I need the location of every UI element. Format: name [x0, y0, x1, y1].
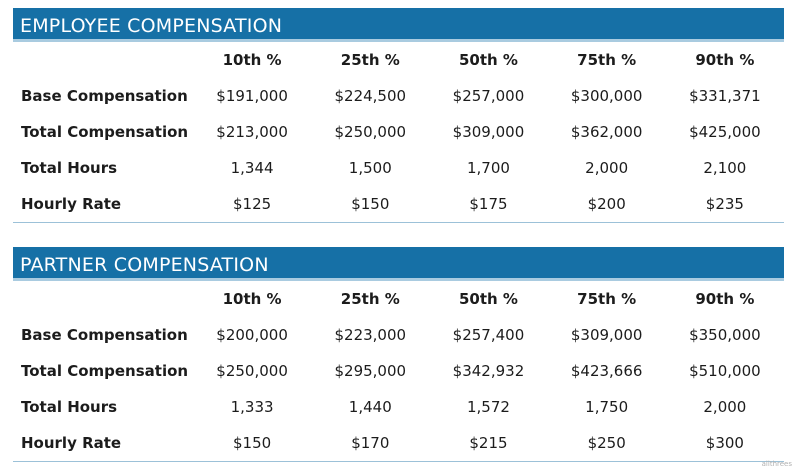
table-cell: 1,500 — [348, 159, 392, 177]
table-cell: $235 — [705, 195, 744, 213]
column-header: 75th % — [577, 51, 637, 69]
table-cell: $200 — [587, 195, 626, 213]
table-cell: $170 — [351, 434, 390, 452]
row-label: Total Compensation — [21, 123, 189, 141]
partner-compensation-table: 10th % 25th % 50th % 75th % 90th % Base … — [13, 281, 784, 462]
table-cell: $342,932 — [452, 362, 525, 380]
employee-compensation-title: EMPLOYEE COMPENSATION — [13, 8, 784, 42]
table-cell: $425,000 — [689, 123, 761, 141]
table-header-row: 10th % 25th % 50th % 75th % 90th % — [13, 281, 784, 317]
table-row: Total Hours 1,344 1,500 1,700 2,000 2,10… — [13, 150, 784, 186]
table-cell: $300 — [705, 434, 744, 452]
table-cell: $309,000 — [452, 123, 525, 141]
table-cell: $510,000 — [689, 362, 761, 380]
table-cell: 2,100 — [703, 159, 747, 177]
row-label: Hourly Rate — [21, 195, 122, 213]
column-header: 75th % — [577, 290, 637, 308]
table-cell: $250 — [587, 434, 626, 452]
column-header: 50th % — [458, 51, 518, 69]
column-header: 25th % — [340, 290, 400, 308]
employee-compensation-section: EMPLOYEE COMPENSATION 10th % 25th % 50th… — [13, 8, 784, 223]
table-cell: $300,000 — [570, 87, 643, 105]
table-cell: 2,000 — [585, 159, 629, 177]
table-cell: $200,000 — [216, 326, 288, 344]
table-cell: 1,333 — [230, 398, 274, 416]
column-header: 50th % — [458, 290, 518, 308]
table-cell: $175 — [469, 195, 508, 213]
table-cell: $150 — [351, 195, 390, 213]
table-row: Hourly Rate $150 $170 $215 $250 $300 — [13, 425, 784, 462]
row-label: Total Compensation — [21, 362, 189, 380]
column-header: 90th % — [695, 290, 755, 308]
table-cell: $224,500 — [334, 87, 407, 105]
column-header: 10th % — [222, 51, 282, 69]
table-cell: $223,000 — [334, 326, 407, 344]
table-cell: 1,344 — [230, 159, 274, 177]
row-label: Total Hours — [21, 398, 118, 416]
table-row: Base Compensation $200,000 $223,000 $257… — [13, 317, 784, 353]
column-header: 25th % — [340, 51, 400, 69]
table-cell: 1,572 — [466, 398, 510, 416]
table-cell: $215 — [469, 434, 508, 452]
table-cell: $150 — [233, 434, 272, 452]
header-blank — [13, 281, 193, 317]
column-header: 90th % — [695, 51, 755, 69]
row-label: Base Compensation — [21, 326, 188, 344]
table-cell: $362,000 — [570, 123, 643, 141]
table-cell: $309,000 — [570, 326, 643, 344]
watermark: allthrees — [761, 460, 792, 468]
header-blank — [13, 42, 193, 78]
table-cell: $423,666 — [570, 362, 643, 380]
table-row: Total Compensation $213,000 $250,000 $30… — [13, 114, 784, 150]
table-row: Base Compensation $191,000 $224,500 $257… — [13, 78, 784, 114]
table-row: Hourly Rate $125 $150 $175 $200 $235 — [13, 186, 784, 223]
row-label: Total Hours — [21, 159, 118, 177]
table-cell: $250,000 — [334, 123, 407, 141]
partner-compensation-title: PARTNER COMPENSATION — [13, 247, 784, 281]
table-row: Total Compensation $250,000 $295,000 $34… — [13, 353, 784, 389]
table-cell: $257,400 — [452, 326, 525, 344]
table-cell: 1,440 — [348, 398, 392, 416]
table-cell: $331,371 — [689, 87, 761, 105]
table-cell: $257,000 — [452, 87, 525, 105]
table-cell: $295,000 — [334, 362, 407, 380]
row-label: Base Compensation — [21, 87, 188, 105]
column-header: 10th % — [222, 290, 282, 308]
table-cell: 1,750 — [585, 398, 629, 416]
table-cell: $213,000 — [216, 123, 288, 141]
table-cell: $250,000 — [216, 362, 288, 380]
partner-compensation-section: PARTNER COMPENSATION 10th % 25th % 50th … — [13, 247, 784, 462]
employee-compensation-table: 10th % 25th % 50th % 75th % 90th % Base … — [13, 42, 784, 223]
table-row: Total Hours 1,333 1,440 1,572 1,750 2,00… — [13, 389, 784, 425]
row-label: Hourly Rate — [21, 434, 122, 452]
table-cell: $350,000 — [689, 326, 761, 344]
table-cell: 1,700 — [466, 159, 510, 177]
table-header-row: 10th % 25th % 50th % 75th % 90th % — [13, 42, 784, 78]
table-cell: $191,000 — [216, 87, 288, 105]
table-cell: $125 — [233, 195, 272, 213]
table-cell: 2,000 — [703, 398, 747, 416]
